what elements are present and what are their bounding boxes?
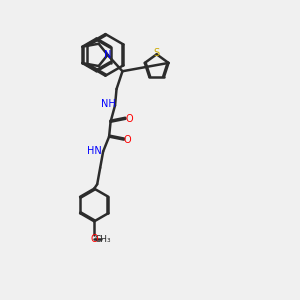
- Text: O: O: [125, 114, 133, 124]
- Text: O: O: [90, 234, 98, 244]
- Text: NH: NH: [101, 99, 116, 109]
- Text: CH₃: CH₃: [95, 235, 112, 244]
- Text: O: O: [124, 135, 131, 145]
- Text: N: N: [104, 50, 111, 60]
- Text: HN: HN: [88, 146, 102, 156]
- Text: S: S: [154, 48, 160, 58]
